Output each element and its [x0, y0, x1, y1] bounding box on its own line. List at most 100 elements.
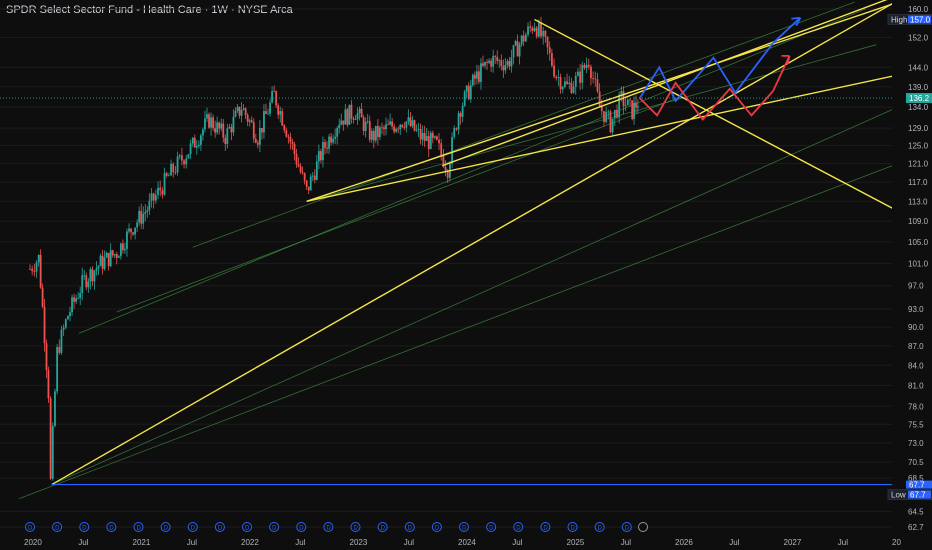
dividend-marker: [242, 522, 252, 532]
candle-body: [128, 228, 130, 232]
candle-body: [429, 132, 432, 149]
blue-projection-path: [639, 17, 801, 103]
candle-body: [328, 136, 330, 149]
candle-body: [244, 108, 247, 116]
candle-body: [518, 44, 521, 57]
time-tick-label: 2023: [350, 538, 368, 547]
candle-body: [533, 27, 536, 32]
candle-body: [358, 108, 361, 114]
candle-body: [524, 34, 527, 42]
candle-body: [31, 269, 34, 272]
candle-body: [29, 268, 31, 270]
candle-body: [607, 111, 610, 113]
candle-body: [490, 60, 493, 67]
high-badge-value-bg: [908, 15, 931, 24]
candle-body: [324, 142, 326, 148]
time-tick-label: 2026: [675, 538, 693, 547]
candle-body: [510, 57, 513, 67]
low-marker-value: 67.7: [909, 481, 925, 490]
candle-body: [520, 35, 523, 45]
candle-body: [469, 85, 472, 100]
candle-body: [193, 137, 196, 148]
price-axis[interactable]: 160.0 152.0 144.0 139.0 134.0 129.0 125.0 121.0…: [887, 0, 932, 550]
candle-body: [113, 254, 116, 256]
candle-body: [399, 124, 402, 130]
candle-body: [362, 117, 365, 132]
candlesticks: [29, 16, 639, 481]
time-tick-label: Jul: [187, 538, 197, 547]
candle-body: [385, 124, 387, 130]
candle-body: [391, 121, 394, 127]
candle-body: [307, 186, 310, 191]
time-tick-label: Jul: [295, 538, 305, 547]
candle-body: [492, 56, 495, 67]
candle-body: [185, 158, 188, 165]
candle-body: [81, 275, 84, 294]
candle-body: [167, 175, 170, 177]
candle-body: [616, 109, 618, 118]
price-tick-label: 68.5: [908, 474, 924, 483]
price-tick-label: 139.0: [908, 83, 929, 92]
candle-body: [181, 155, 183, 161]
last-price-badge-value: 136.2: [909, 94, 930, 103]
candle-body: [283, 125, 286, 131]
green-trendline: [19, 163, 899, 500]
candle-body: [555, 76, 558, 78]
yellow-trendline: [306, 74, 899, 202]
candle-body: [356, 113, 359, 120]
candle-body: [126, 231, 128, 249]
candle-body: [174, 172, 177, 173]
price-tick-label: 87.0: [908, 342, 924, 351]
projection-paths: [639, 16, 802, 122]
candle-body: [512, 45, 515, 58]
price-tick-label: 62.7: [908, 523, 924, 532]
candle-body: [263, 111, 265, 133]
candle-body: [478, 71, 480, 82]
chart-title: SPDR Select Sector Fund - Health Care · …: [6, 4, 293, 16]
candle-body: [504, 64, 507, 71]
price-tick-label: 101.0: [908, 259, 929, 268]
candle-body: [516, 41, 519, 57]
candle-body: [463, 91, 466, 106]
candle-body: [440, 143, 443, 155]
candle-body: [535, 27, 538, 37]
candle-body: [165, 173, 168, 176]
candle-body: [633, 102, 635, 119]
dividend-marker: [567, 522, 578, 532]
candle-body: [393, 126, 396, 132]
candle-body: [178, 155, 181, 157]
green-trendline: [78, 8, 866, 334]
candle-body: [176, 156, 179, 173]
time-tick-label: 2022: [241, 538, 259, 547]
dividend-marker-letter: D: [598, 526, 603, 532]
candle-body: [548, 47, 551, 54]
dividend-marker: [25, 522, 35, 532]
candle-body: [117, 256, 120, 258]
candle-body: [172, 163, 175, 173]
candle-body: [598, 91, 601, 107]
candle-body: [570, 82, 573, 93]
candle-body: [83, 275, 86, 277]
candle-body: [152, 193, 155, 201]
candle-body: [475, 71, 478, 79]
low-marker-badge: [906, 480, 932, 489]
candle-body: [261, 128, 263, 133]
dividend-marker: [79, 522, 90, 532]
price-tick-label: 84.0: [908, 361, 924, 370]
candle-body: [372, 131, 375, 141]
candle-body: [387, 124, 389, 126]
dividend-marker: [160, 522, 171, 532]
candle-body: [289, 136, 292, 142]
candle-body: [246, 115, 249, 122]
dividend-marker-letter: D: [435, 526, 440, 532]
dividend-marker-letter: D: [55, 526, 60, 532]
time-axis[interactable]: 2020 Jul 2021 Jul 2022 Jul 2023 Jul 2024 Jul 2025 J…: [0, 532, 932, 550]
price-tick-label: 144.0: [908, 63, 929, 72]
candle-body: [79, 293, 82, 299]
dividend-marker-letter: D: [137, 526, 142, 532]
candle-body: [122, 243, 124, 251]
candle-body: [101, 255, 104, 269]
candle-body: [240, 110, 243, 116]
candle-body: [415, 129, 418, 131]
